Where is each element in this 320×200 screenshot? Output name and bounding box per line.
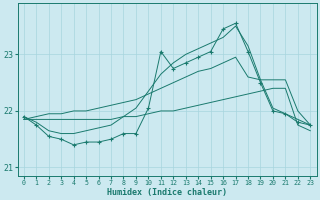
- X-axis label: Humidex (Indice chaleur): Humidex (Indice chaleur): [107, 188, 227, 197]
